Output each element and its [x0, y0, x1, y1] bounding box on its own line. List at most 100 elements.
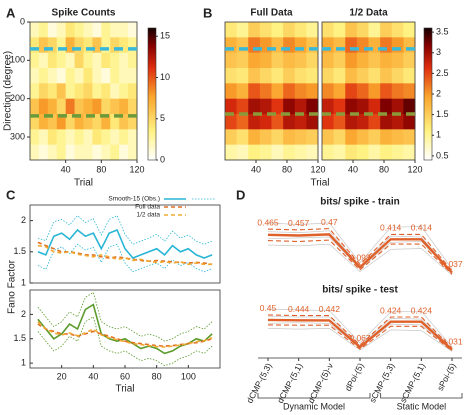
heat-cell: [38, 83, 49, 99]
band-lower: [37, 316, 213, 367]
heat-cell: [101, 68, 111, 84]
heat-cell: [294, 114, 307, 130]
heat-cell: [83, 129, 93, 145]
heat-cell: [47, 129, 58, 145]
heat-cell: [30, 83, 40, 99]
data-label: 0.457: [288, 218, 310, 228]
heat-cell: [368, 22, 381, 38]
heat-cell: [294, 37, 307, 53]
x-tick-label: sPoi-(5): [435, 361, 458, 392]
x-tick-label: 40: [88, 371, 98, 381]
heat-cell: [294, 52, 307, 69]
heat-cell: [380, 37, 393, 53]
heat-cell: [30, 22, 40, 38]
heat-cell: [74, 98, 84, 115]
heat-cell: [356, 129, 369, 145]
heat-cell: [30, 98, 40, 115]
heat-cell: [38, 144, 49, 161]
heat-cell: [83, 144, 93, 161]
colorbar-tick-label: 15: [160, 31, 170, 41]
heat-cell: [271, 98, 284, 115]
heat-cell: [83, 98, 93, 115]
heat-cell: [236, 114, 249, 130]
heat-cell: [322, 68, 334, 84]
heat-cell: [119, 98, 129, 115]
heat-cell: [380, 83, 393, 99]
heat-cell: [236, 52, 249, 69]
panel-title: bits/ spike - train: [320, 197, 399, 208]
x-tick-label: 60: [120, 371, 130, 381]
heat-cell: [356, 68, 369, 84]
heat-cell: [236, 144, 249, 161]
heat-cell: [128, 129, 138, 145]
heat-cell: [306, 144, 319, 161]
heat-cell: [248, 114, 261, 130]
band-upper: [37, 291, 213, 342]
y-tick-label: 1.5: [13, 333, 26, 343]
heat-cell: [356, 83, 369, 99]
heat-cell: [92, 144, 102, 161]
heat-cell: [380, 144, 393, 161]
heat-cell: [248, 22, 261, 38]
heat-cell: [74, 37, 84, 53]
group-bracket: [257, 393, 371, 399]
heat-cell: [225, 22, 237, 38]
heat-cell: [38, 68, 49, 84]
y-axis-label: Direction (degree): [3, 51, 14, 131]
bound-line: [267, 324, 453, 352]
heat-cell: [356, 52, 369, 69]
data-label: 0.098: [349, 253, 371, 263]
y-tick-label: 0: [20, 16, 25, 26]
heat-cell: [74, 68, 84, 84]
heat-cell: [259, 129, 272, 145]
frame: [29, 289, 221, 369]
heat-cell: [333, 22, 346, 38]
y-tick-label: 2: [21, 215, 26, 225]
heat-cell: [333, 83, 346, 99]
heat-cell: [368, 129, 381, 145]
group-label: Dynamic Model: [283, 401, 345, 411]
heat-cell: [333, 37, 346, 53]
heat-cell: [236, 22, 249, 38]
heat-cell: [271, 129, 284, 145]
heat-cell: [92, 68, 102, 84]
x-tick-label: 80: [96, 164, 106, 174]
heat-cell: [92, 37, 102, 53]
heat-cell: [294, 22, 307, 38]
heat-cell: [248, 52, 261, 69]
heat-cell: [306, 83, 319, 99]
group-bracket: [380, 393, 463, 399]
colorbar-tick-label: 0.5: [436, 150, 449, 160]
heat-cell: [30, 129, 40, 145]
heat-cell: [83, 68, 93, 84]
heat-cell: [38, 129, 49, 145]
colorbar-tick-label: 1.5: [436, 109, 449, 119]
heat-cell: [356, 98, 369, 115]
heat-cell: [345, 144, 358, 161]
heat-cell: [271, 114, 284, 130]
x-tick-label: 120: [310, 164, 325, 174]
heat-cell: [368, 52, 381, 69]
colorbar: [147, 27, 157, 161]
heat-cell: [83, 37, 93, 53]
heat-cell: [119, 114, 129, 130]
data-label: 0.47: [321, 217, 338, 227]
heat-cell: [283, 98, 296, 115]
band-lower: [37, 243, 213, 273]
heat-cell: [56, 22, 66, 38]
y-tick-label: 1: [21, 277, 26, 287]
heat-cell: [225, 37, 237, 53]
heat-cell: [283, 37, 296, 53]
colorbar-tick-label: 0: [160, 154, 165, 164]
heat-cell: [38, 98, 49, 115]
heat-cell: [110, 22, 120, 38]
y-tick-label: 200: [10, 93, 25, 103]
heat-cell: [225, 144, 237, 161]
frame: [29, 204, 221, 284]
heat-cell: [391, 22, 404, 38]
heat-cell: [38, 114, 49, 130]
y-axis-label: Fano Factor: [7, 259, 18, 314]
x-tick-label: 40: [61, 164, 71, 174]
heat-cell: [283, 52, 296, 69]
heat-cell: [380, 52, 393, 69]
